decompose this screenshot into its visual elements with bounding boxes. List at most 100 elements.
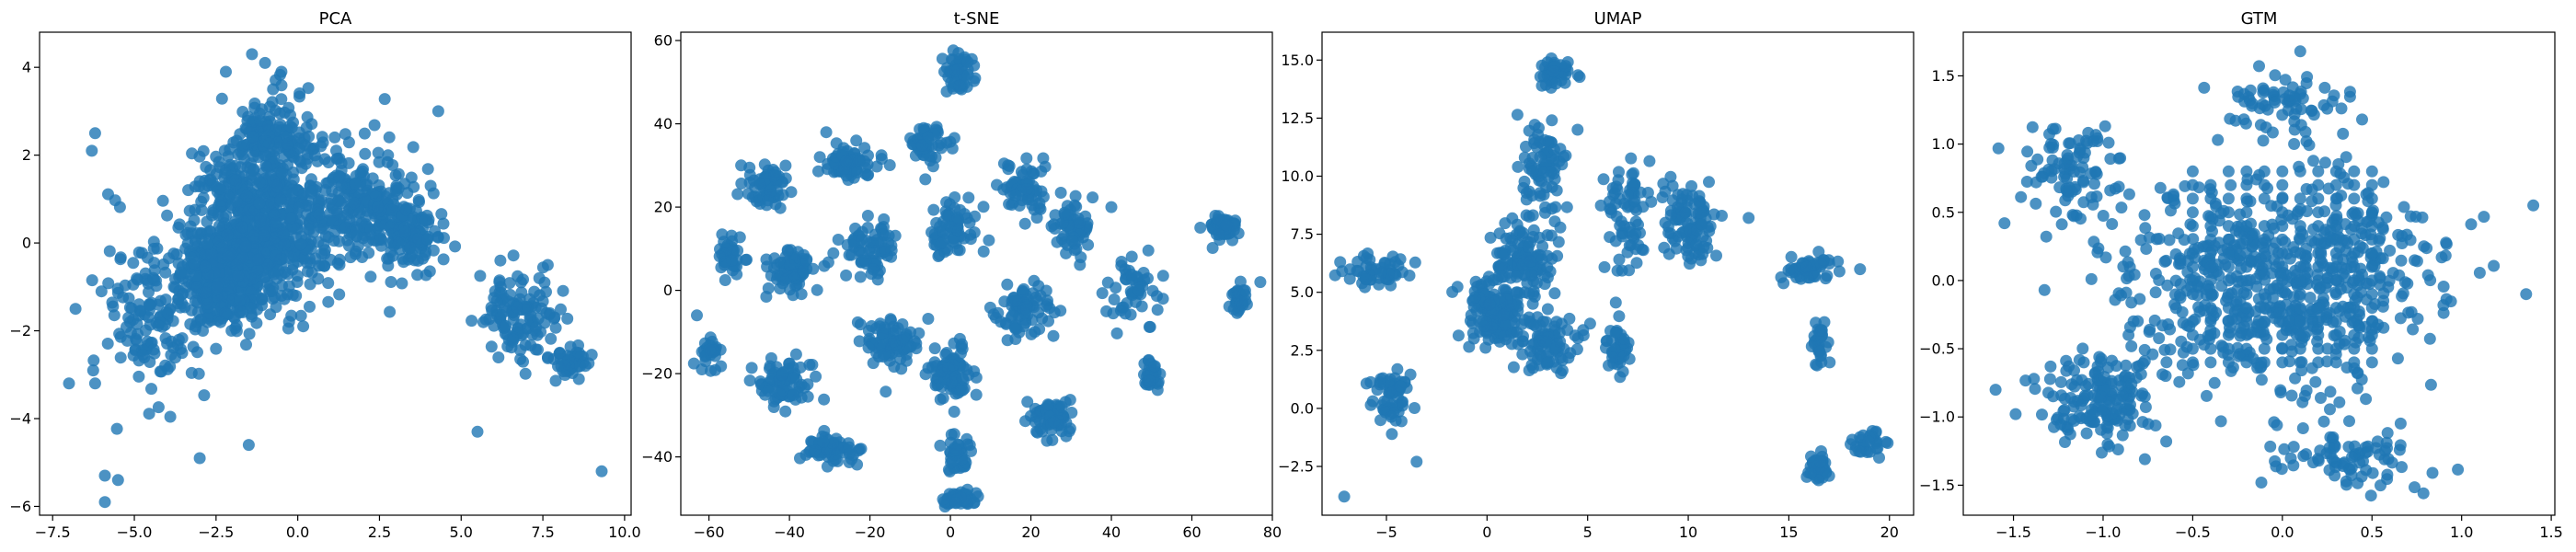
scatter-point xyxy=(2076,342,2089,355)
scatter-point xyxy=(2119,245,2132,258)
scatter-point xyxy=(301,148,314,161)
y-tick-label: 20 xyxy=(654,199,673,216)
scatter-point xyxy=(161,209,174,222)
scatter-point xyxy=(2488,259,2501,272)
scatter-point xyxy=(928,356,941,369)
scatter-point xyxy=(399,203,412,216)
scatter-point xyxy=(493,274,506,287)
scatter-point xyxy=(910,342,923,355)
scatter-point xyxy=(1386,428,1398,441)
scatter-point xyxy=(2160,356,2173,369)
scatter-point xyxy=(768,169,781,182)
scatter-point xyxy=(1507,361,1520,374)
scatter-point xyxy=(148,257,161,270)
scatter-point xyxy=(168,282,181,294)
scatter-point xyxy=(2149,420,2162,431)
scatter-point xyxy=(561,312,574,325)
scatter-point xyxy=(1676,188,1689,201)
scatter-point xyxy=(2125,339,2138,352)
scatter-point xyxy=(1853,445,1866,458)
scatter-point xyxy=(1022,193,1034,206)
scatter-point xyxy=(144,318,156,331)
scatter-point xyxy=(2055,389,2068,402)
y-tick-label: −20 xyxy=(641,365,673,383)
scatter-point xyxy=(147,271,160,284)
scatter-point xyxy=(2163,234,2176,247)
scatter-point xyxy=(2321,342,2334,355)
scatter-point xyxy=(1144,374,1156,387)
scatter-point xyxy=(421,163,434,176)
scatter-point xyxy=(189,294,201,307)
scatter-point xyxy=(2444,295,2457,308)
scatter-point xyxy=(2165,204,2177,217)
scatter-point xyxy=(922,313,935,325)
scatter-point xyxy=(420,269,432,282)
scatter-point xyxy=(948,428,960,441)
scatter-point xyxy=(495,286,508,299)
y-tick-label: 15.0 xyxy=(1281,52,1314,69)
scatter-point xyxy=(1523,124,1535,137)
scatter-point xyxy=(1069,190,1082,202)
scatter-point xyxy=(2396,290,2409,303)
scatter-point xyxy=(132,370,145,383)
scatter-point xyxy=(1334,256,1347,269)
scatter-point xyxy=(143,408,155,420)
y-tick-label: −40 xyxy=(641,448,673,466)
scatter-point xyxy=(2343,415,2355,428)
scatter-point xyxy=(943,466,956,477)
scatter-point xyxy=(2139,401,2152,413)
y-tick-label: 12.5 xyxy=(1281,109,1314,127)
x-tick-label: 60 xyxy=(1182,523,1201,541)
scatter-point xyxy=(2149,268,2162,280)
scatter-point xyxy=(1679,206,1692,219)
scatter-point xyxy=(2340,151,2352,164)
scatter-point xyxy=(2315,392,2327,404)
scatter-point xyxy=(2279,286,2291,299)
scatter-point xyxy=(147,343,160,356)
scatter-point xyxy=(1527,224,1540,236)
scatter-point xyxy=(210,342,223,355)
scatter-point xyxy=(874,339,887,351)
scatter-point xyxy=(1571,123,1584,136)
scatter-point xyxy=(389,169,402,182)
scatter-point xyxy=(2318,156,2331,169)
scatter-point xyxy=(349,177,362,190)
scatter-point xyxy=(946,142,959,155)
scatter-point xyxy=(1645,195,1658,208)
scatter-point xyxy=(174,266,187,279)
scatter-point xyxy=(1630,257,1643,270)
scatter-point xyxy=(1366,395,1379,408)
scatter-point xyxy=(192,367,205,380)
scatter-point xyxy=(1343,263,1356,276)
scatter-point xyxy=(1496,247,1509,259)
scatter-point xyxy=(214,316,227,328)
scatter-point xyxy=(2274,384,2287,397)
scatter-point xyxy=(779,405,792,418)
scatter-point xyxy=(162,307,174,320)
y-tick-label: −4 xyxy=(9,410,31,428)
scatter-point xyxy=(2174,278,2187,291)
scatter-point xyxy=(1385,410,1397,423)
scatter-point xyxy=(843,441,856,454)
scatter-point xyxy=(947,359,960,372)
scatter-point xyxy=(2161,279,2174,292)
scatter-point xyxy=(2250,281,2263,293)
scatter-point xyxy=(1534,135,1547,148)
scatter-point xyxy=(1695,254,1708,267)
scatter-point xyxy=(519,367,532,380)
scatter-point xyxy=(234,305,247,317)
scatter-point xyxy=(2333,396,2346,408)
scatter-point xyxy=(861,169,874,182)
panel-title: PCA xyxy=(319,9,352,29)
axes-frame xyxy=(1321,31,1915,516)
scatter-point xyxy=(172,293,185,305)
scatter-point xyxy=(843,248,856,261)
scatter-point xyxy=(359,147,372,160)
scatter-point xyxy=(1469,275,1482,288)
scatter-point xyxy=(240,339,252,351)
scatter-point xyxy=(151,242,164,255)
scatter-point xyxy=(940,196,953,209)
scatter-point xyxy=(1621,190,1634,201)
scatter-point xyxy=(492,351,505,363)
scatter-point xyxy=(205,247,218,260)
